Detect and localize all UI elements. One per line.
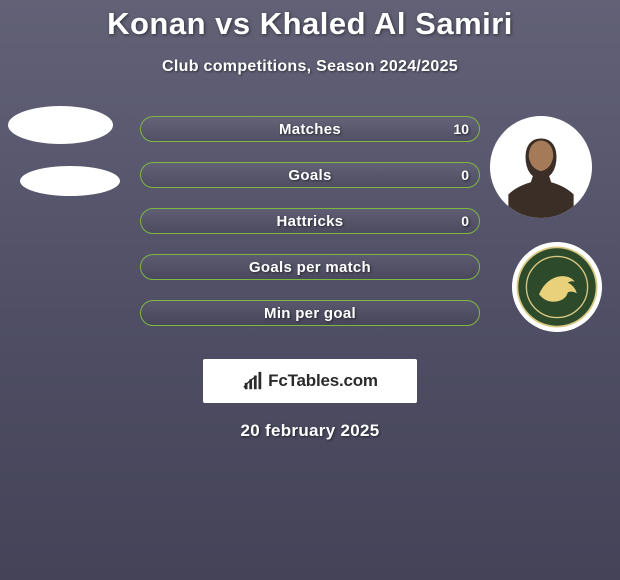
page-subtitle: Club competitions, Season 2024/2025 [0, 58, 620, 76]
brand-text: FcTables.com [268, 371, 378, 391]
player-left-avatar [8, 106, 113, 144]
stat-label: Goals [141, 163, 479, 187]
stat-bar-matches: Matches 10 [140, 116, 480, 142]
stat-bar-goals-per-match: Goals per match [140, 254, 480, 280]
stat-right-value: 0 [461, 209, 469, 233]
club-crest-icon [512, 242, 602, 332]
player-right-avatar [490, 116, 592, 218]
stat-bar-min-per-goal: Min per goal [140, 300, 480, 326]
page-title: Konan vs Khaled Al Samiri [0, 6, 620, 42]
person-icon [490, 116, 592, 218]
brand-box: FcTables.com [203, 359, 417, 403]
player-right-club-logo [512, 242, 602, 332]
bar-chart-icon [242, 370, 264, 392]
stat-bars: Matches 10 Goals 0 Hattricks 0 Goals per… [140, 116, 480, 326]
stat-label: Hattricks [141, 209, 479, 233]
stat-label: Min per goal [141, 301, 479, 325]
stat-right-value: 0 [461, 163, 469, 187]
compare-area: Matches 10 Goals 0 Hattricks 0 Goals per… [0, 116, 620, 341]
stat-label: Matches [141, 117, 479, 141]
player-left-club-logo [20, 166, 120, 196]
stat-bar-goals: Goals 0 [140, 162, 480, 188]
stat-label: Goals per match [141, 255, 479, 279]
date-label: 20 february 2025 [0, 421, 620, 441]
stat-right-value: 10 [453, 117, 469, 141]
stat-bar-hattricks: Hattricks 0 [140, 208, 480, 234]
